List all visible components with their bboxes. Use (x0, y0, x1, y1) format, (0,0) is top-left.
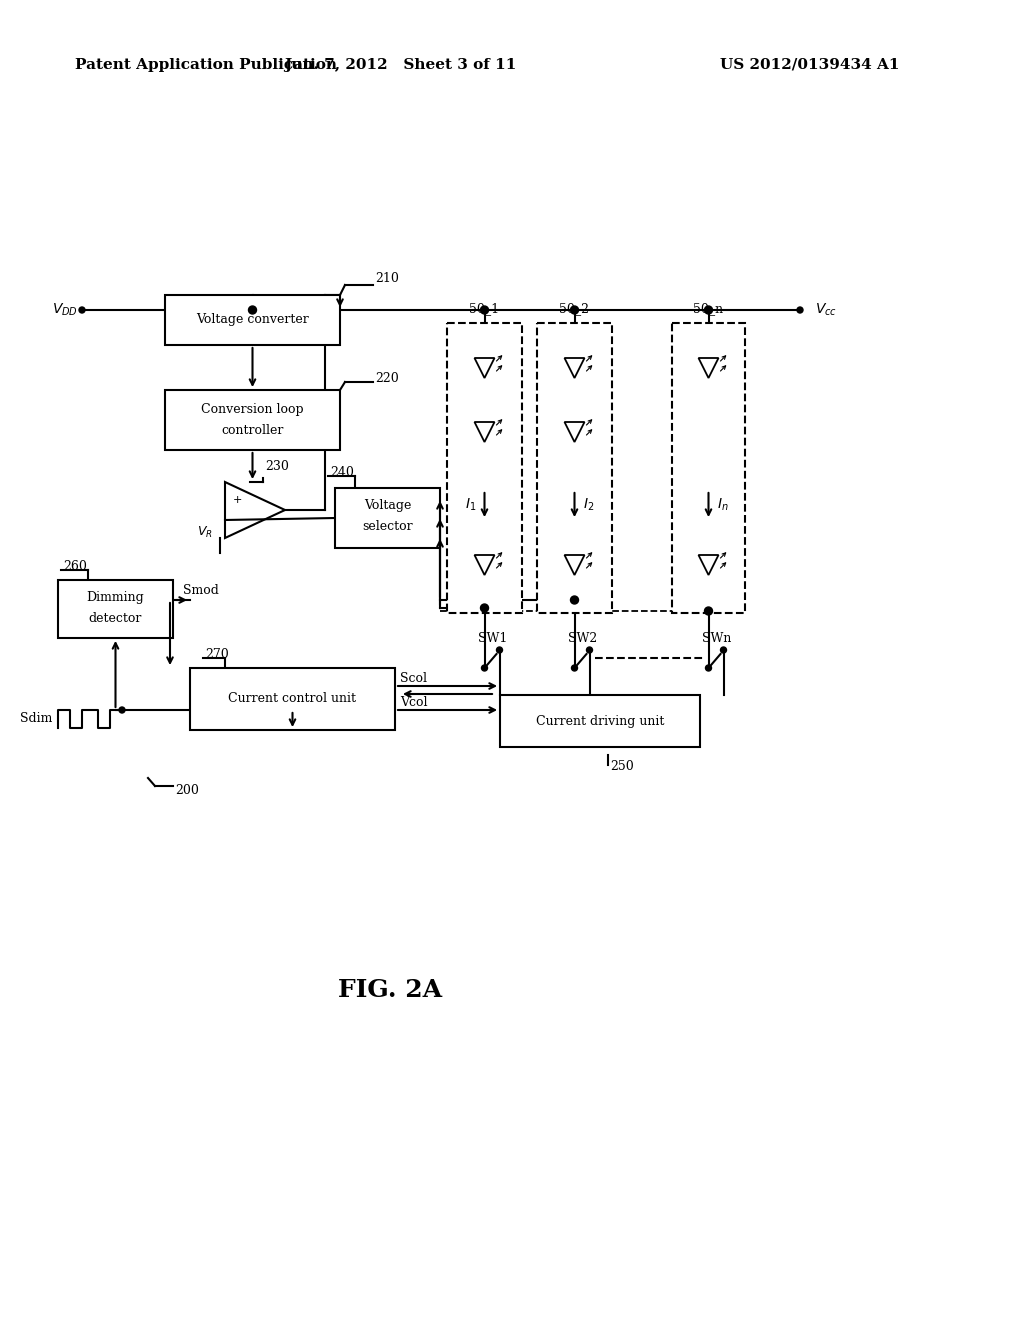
Text: Dimming: Dimming (87, 591, 144, 605)
Bar (672, 323, 745, 612)
Text: 50_n: 50_n (693, 302, 724, 315)
Text: 220: 220 (375, 371, 398, 384)
Bar (447, 323, 522, 612)
Text: Vcol: Vcol (400, 696, 427, 709)
Bar (165, 389, 340, 450)
Text: $V_{cc}$: $V_{cc}$ (815, 302, 837, 318)
Text: 250: 250 (610, 760, 634, 774)
Bar (537, 323, 612, 612)
Bar (500, 696, 700, 747)
Circle shape (570, 597, 579, 605)
Text: Voltage: Voltage (364, 499, 412, 512)
Text: SW1: SW1 (478, 631, 507, 644)
Circle shape (571, 665, 578, 671)
Text: detector: detector (89, 611, 142, 624)
Text: $I_n$: $I_n$ (717, 496, 728, 513)
Text: controller: controller (221, 424, 284, 437)
Text: Current driving unit: Current driving unit (536, 714, 665, 727)
Text: Jun. 7, 2012   Sheet 3 of 11: Jun. 7, 2012 Sheet 3 of 11 (284, 58, 516, 73)
Text: 260: 260 (63, 560, 87, 573)
Text: $V_R$: $V_R$ (197, 524, 213, 540)
Text: 50_2: 50_2 (559, 302, 590, 315)
Text: 270: 270 (205, 648, 228, 660)
Text: 50_1: 50_1 (469, 302, 500, 315)
Circle shape (79, 308, 85, 313)
Text: Voltage converter: Voltage converter (197, 314, 309, 326)
Text: Scol: Scol (400, 672, 427, 685)
Text: SW2: SW2 (568, 631, 597, 644)
Circle shape (480, 605, 488, 612)
Bar (190, 668, 395, 730)
Circle shape (706, 665, 712, 671)
Text: selector: selector (362, 520, 413, 532)
Text: $V_{DD}$: $V_{DD}$ (52, 302, 78, 318)
Circle shape (797, 308, 803, 313)
Text: Conversion loop: Conversion loop (201, 404, 304, 417)
Text: 210: 210 (375, 272, 399, 285)
Circle shape (481, 665, 487, 671)
Text: 240: 240 (330, 466, 354, 479)
Circle shape (119, 708, 125, 713)
Circle shape (570, 306, 579, 314)
Circle shape (705, 306, 713, 314)
Text: Sdim: Sdim (19, 713, 52, 726)
Text: Smod: Smod (183, 583, 219, 597)
Text: +: + (232, 495, 242, 506)
Text: $I_1$: $I_1$ (465, 496, 476, 513)
Circle shape (480, 306, 488, 314)
Text: −: − (231, 513, 243, 527)
Text: $I_2$: $I_2$ (583, 496, 594, 513)
Text: FIG. 2A: FIG. 2A (338, 978, 442, 1002)
Text: 230: 230 (265, 459, 289, 473)
Circle shape (249, 306, 256, 314)
Circle shape (497, 647, 503, 653)
Text: SWn: SWn (701, 631, 731, 644)
Text: Current control unit: Current control unit (228, 693, 356, 705)
Text: 200: 200 (175, 784, 199, 796)
Text: Patent Application Publication: Patent Application Publication (75, 58, 337, 73)
Bar (165, 294, 340, 345)
Bar (335, 488, 440, 548)
Text: US 2012/0139434 A1: US 2012/0139434 A1 (720, 58, 899, 73)
Circle shape (587, 647, 593, 653)
Bar (58, 579, 173, 638)
Circle shape (705, 607, 713, 615)
Circle shape (721, 647, 726, 653)
